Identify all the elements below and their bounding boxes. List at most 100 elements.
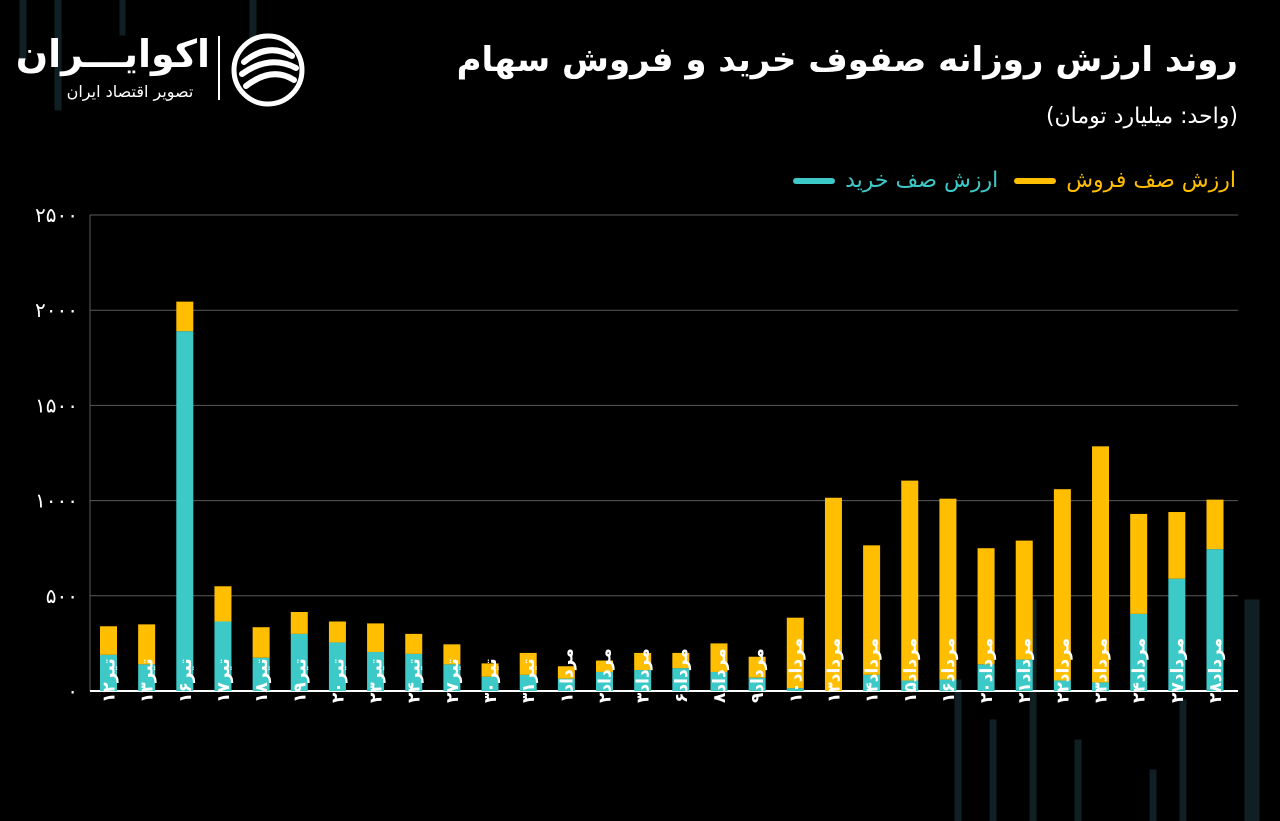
bar-sell <box>1206 499 1224 550</box>
bar-buy <box>367 651 385 691</box>
bar-buy <box>939 679 957 691</box>
bar-sell <box>138 624 156 665</box>
x-tick-label: مرداد۱۶ <box>939 638 959 703</box>
legend-label-sell: ارزش صف فروش <box>1066 168 1236 193</box>
bar-buy <box>443 664 461 691</box>
bar-buy <box>634 670 652 691</box>
bar-buy <box>748 677 766 691</box>
x-tick-label: مرداد۶ <box>672 648 692 703</box>
x-tick-label: تیر۲۴ <box>405 658 425 703</box>
logo-tagline: تصویر اقتصاد ایران <box>66 82 194 101</box>
x-tick-label: مرداد۲۷ <box>1168 638 1188 703</box>
bar-sell <box>824 497 842 691</box>
x-tick-label: تیر۱۸ <box>252 658 272 703</box>
bar-sell <box>443 644 461 665</box>
bar-sell <box>328 621 346 643</box>
bar-buy <box>557 678 575 691</box>
bar-sell <box>1092 446 1110 683</box>
bar-sell <box>596 660 614 672</box>
bar-sell <box>863 545 881 675</box>
x-tick-label: مرداد۱ <box>557 648 577 703</box>
x-tick-label: تیر۲۳ <box>367 658 387 703</box>
bar-buy <box>977 664 995 691</box>
x-tick-label: مرداد۲۰ <box>977 638 997 703</box>
bar-buy <box>519 674 537 691</box>
bar-sell <box>519 652 537 675</box>
bar-buy <box>481 676 499 691</box>
bar-sell <box>252 627 270 658</box>
bar-buy <box>328 642 346 691</box>
bar-buy <box>1015 659 1033 691</box>
logo: اکوایـــران تصویر اقتصاد ایران <box>15 30 320 110</box>
x-tick-label: مرداد۱۵ <box>901 638 921 703</box>
bar-buy <box>863 674 881 691</box>
x-tick-label: تیر۱۹ <box>290 658 310 703</box>
y-tick-label: ۵۰۰ <box>46 584 78 608</box>
bar-sell <box>901 480 919 681</box>
logo-divider <box>218 36 220 100</box>
bar-sell <box>786 617 804 689</box>
y-tick-label: ۲۵۰۰ <box>35 203 78 227</box>
bar-sell <box>672 652 690 669</box>
legend-item-buy: ارزش صف خرید <box>793 168 998 193</box>
bar-buy <box>290 633 308 691</box>
legend-item-sell: ارزش صف فروش <box>1014 168 1236 193</box>
bar-sell <box>939 498 957 680</box>
bar-buy <box>138 664 156 691</box>
x-tick-label: مرداد۳ <box>634 648 654 703</box>
bar-sell <box>481 663 499 677</box>
bar-sell <box>557 666 575 679</box>
bar-sell <box>290 611 308 634</box>
bar-sell <box>100 626 117 655</box>
bar-buy <box>596 671 614 691</box>
bar-buy <box>1168 578 1186 691</box>
bar-sell <box>977 548 995 665</box>
bar-buy <box>901 680 919 691</box>
x-tick-label: مرداد۹ <box>748 648 768 703</box>
bar-buy <box>100 654 117 691</box>
x-tick-label: مرداد۱۳ <box>824 638 844 703</box>
y-tick-label: ۰ <box>67 679 78 703</box>
bar-sell <box>1130 513 1148 614</box>
y-tick-label: ۱۵۰۰ <box>35 393 78 417</box>
bar-buy <box>252 657 270 691</box>
x-tick-label: تیر۲۷ <box>443 658 463 703</box>
bar-buy <box>176 331 194 691</box>
x-tick-label: مرداد۲۸ <box>1206 638 1226 703</box>
bar-sell <box>748 656 766 678</box>
legend: ارزش صف خرید ارزش صف فروش <box>793 168 1236 193</box>
bar-sell <box>214 586 232 622</box>
x-tick-label: مرداد۲ <box>596 648 616 703</box>
legend-swatch-sell <box>1014 177 1057 184</box>
ecoiran-logo-icon <box>231 33 305 107</box>
bar-sell <box>710 643 728 672</box>
bar-sell <box>634 652 652 671</box>
x-tick-label: تیر۳۰ <box>481 658 501 703</box>
x-tick-label: تیر۱۳ <box>138 658 158 703</box>
bar-sell <box>1015 540 1033 660</box>
bar-sell <box>1053 489 1071 681</box>
x-tick-label: مرداد۲۱ <box>1015 638 1035 703</box>
bar-buy <box>1130 613 1148 691</box>
bar-buy <box>405 653 423 691</box>
x-tick-label: مرداد۲۴ <box>1130 638 1150 703</box>
chart-unit: (واحد: میلیارد تومان) <box>1045 104 1238 129</box>
x-tick-label: مرداد۲۳ <box>1092 638 1112 703</box>
bar-buy <box>214 621 232 691</box>
bar-buy <box>1092 682 1110 691</box>
chart-title: روند ارزش روزانه صفوف خرید و فروش سهام <box>456 40 1238 80</box>
y-tick-label: ۱۰۰۰ <box>35 489 78 513</box>
y-tick-label: ۲۰۰۰ <box>35 298 78 322</box>
bar-buy <box>1206 549 1224 691</box>
x-tick-label: تیر۱۶ <box>176 658 196 703</box>
bar-buy <box>710 671 728 691</box>
logo-name: اکوایـــران <box>15 32 210 76</box>
x-tick-label: تیر۱۷ <box>214 658 234 703</box>
x-tick-label: مرداد۱۴ <box>863 638 883 703</box>
bar-sell <box>1168 512 1186 579</box>
legend-swatch-buy <box>793 177 836 184</box>
x-tick-label: تیر۱۲ <box>100 658 120 703</box>
bar-sell <box>367 623 385 652</box>
bar-sell <box>405 633 423 654</box>
